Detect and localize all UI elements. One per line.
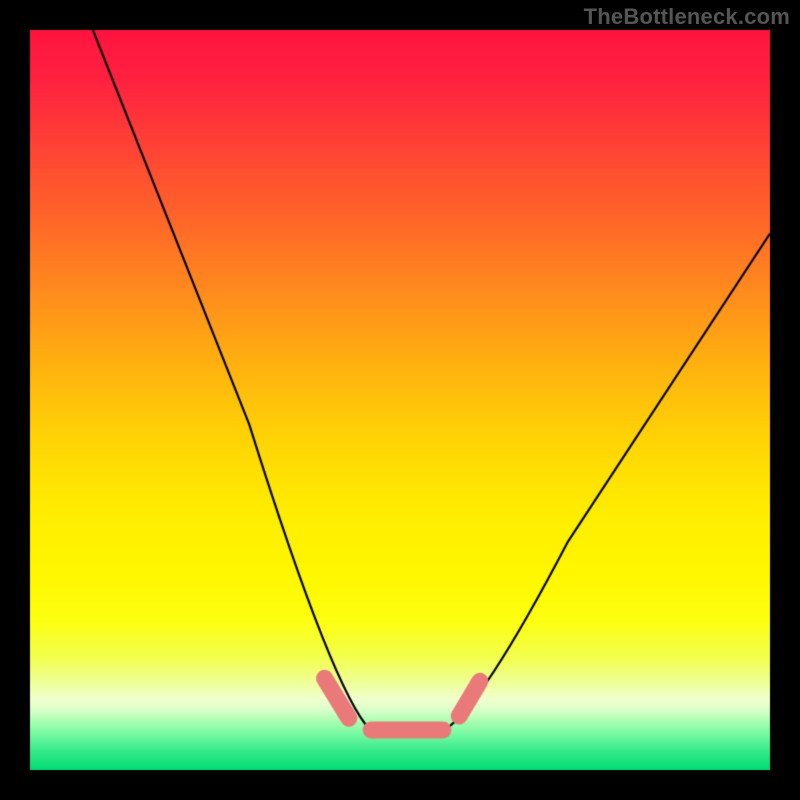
bottleneck-curve-chart [0, 0, 800, 800]
chart-container: TheBottleneck.com [0, 0, 800, 800]
watermark-text: TheBottleneck.com [584, 4, 790, 30]
